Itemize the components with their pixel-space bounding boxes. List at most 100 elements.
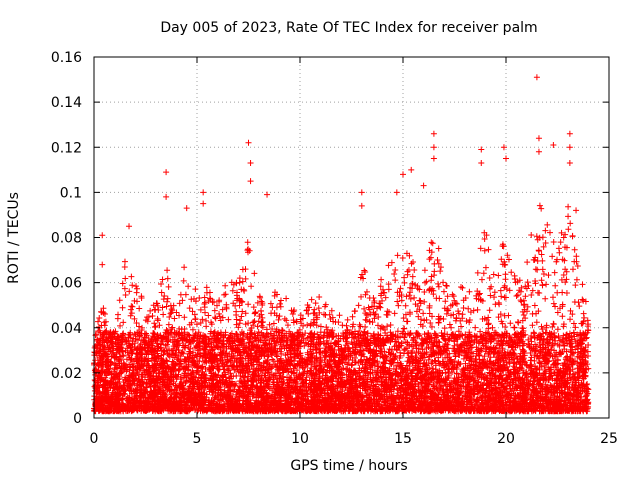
data-point (399, 255, 406, 262)
data-point (522, 293, 529, 300)
data-point (563, 276, 570, 283)
data-point (448, 324, 455, 331)
data-point (349, 313, 356, 320)
data-point (552, 282, 559, 289)
data-point (572, 282, 579, 289)
data-points (91, 74, 592, 415)
data-point (443, 283, 450, 290)
data-point (422, 279, 429, 286)
data-point (571, 246, 578, 253)
data-point (453, 300, 460, 307)
data-point (239, 308, 246, 315)
data-point (510, 360, 517, 367)
data-point (572, 324, 579, 331)
data-point (536, 202, 543, 209)
data-point (237, 317, 244, 324)
data-point (212, 315, 219, 322)
data-point (559, 313, 566, 320)
data-point (580, 297, 587, 304)
data-point (491, 289, 498, 296)
data-point (239, 266, 246, 273)
data-point (478, 276, 485, 283)
data-point (411, 294, 418, 301)
data-point (441, 325, 448, 332)
data-point (542, 239, 549, 246)
data-point (428, 239, 435, 246)
data-point (355, 302, 362, 309)
data-point (465, 305, 472, 312)
data-point (481, 236, 488, 243)
data-point (250, 304, 257, 311)
data-point (164, 267, 171, 274)
data-point (165, 321, 172, 328)
data-point (388, 259, 395, 266)
data-point (576, 303, 583, 310)
data-point (128, 303, 135, 310)
data-point (189, 308, 196, 315)
data-point (284, 322, 291, 329)
data-point (524, 259, 531, 266)
data-point (212, 314, 219, 321)
data-point (527, 357, 534, 364)
data-point (474, 269, 481, 276)
data-point (121, 258, 128, 265)
data-point (520, 311, 527, 318)
data-point (543, 281, 550, 288)
data-point (579, 296, 586, 303)
data-point (277, 303, 284, 310)
data-point (161, 292, 168, 299)
data-point (533, 233, 540, 240)
data-point (539, 326, 546, 333)
data-point (443, 282, 450, 289)
data-point (557, 239, 564, 246)
data-point (559, 336, 566, 343)
data-point (197, 320, 204, 327)
data-point (121, 285, 128, 292)
data-point (252, 309, 259, 316)
data-point (201, 304, 208, 311)
data-point (490, 271, 497, 278)
data-point (362, 268, 369, 275)
data-point (569, 266, 576, 273)
data-point (151, 320, 158, 327)
data-point (477, 245, 484, 252)
data-point (532, 266, 539, 273)
data-point (360, 347, 367, 354)
data-point (129, 303, 136, 310)
data-point (387, 321, 394, 328)
data-point (149, 312, 156, 319)
data-point (410, 259, 417, 266)
data-point (176, 367, 183, 374)
data-point (203, 323, 210, 330)
data-point (514, 292, 521, 299)
data-point (408, 260, 415, 267)
data-point (460, 304, 467, 311)
data-point (96, 314, 103, 321)
data-point (378, 276, 385, 283)
data-point (506, 287, 513, 294)
data-point (336, 312, 343, 319)
data-point (165, 283, 172, 290)
data-point (440, 279, 447, 286)
data-point (539, 234, 546, 241)
data-point (308, 296, 315, 303)
data-point (270, 358, 277, 365)
data-point (344, 316, 351, 323)
data-point (281, 315, 288, 322)
data-point (426, 256, 433, 263)
data-point (459, 284, 466, 291)
data-point (222, 282, 229, 289)
data-point (176, 300, 183, 307)
data-point (392, 267, 399, 274)
data-point (402, 302, 409, 309)
data-point (550, 320, 557, 327)
data-point (420, 310, 427, 317)
data-point (529, 322, 536, 329)
data-point (276, 300, 283, 307)
data-point (404, 318, 411, 325)
data-point (437, 264, 444, 271)
data-point (278, 326, 285, 333)
data-point (434, 256, 441, 263)
data-point (538, 277, 545, 284)
